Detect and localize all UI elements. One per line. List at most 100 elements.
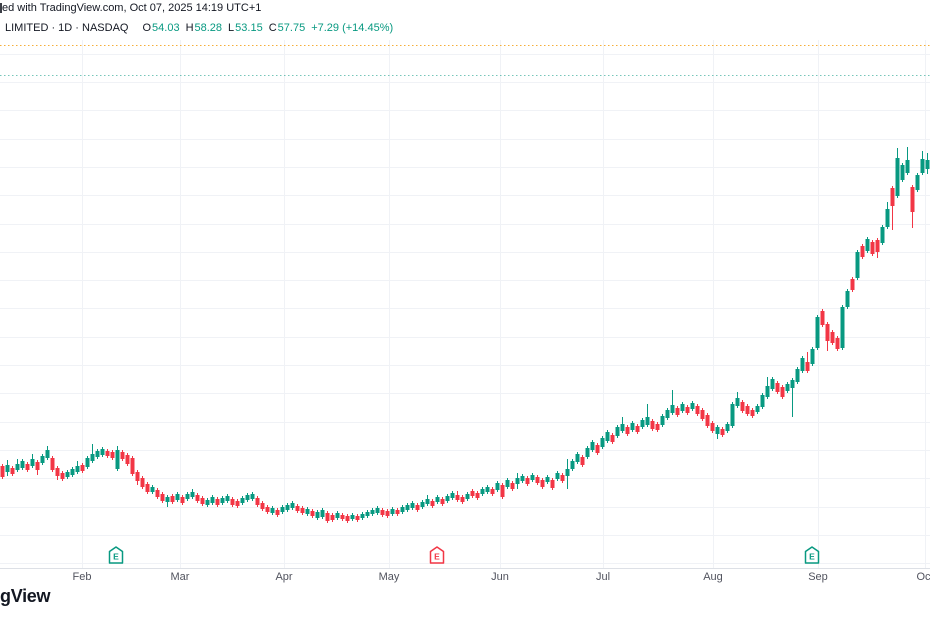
- candle: [710, 421, 715, 433]
- candle: [615, 425, 620, 438]
- candle: [325, 511, 330, 523]
- earnings-badge-letter: E: [434, 552, 440, 562]
- candle: [350, 513, 355, 521]
- candle: [780, 385, 785, 399]
- candle: [695, 404, 700, 416]
- candle: [125, 453, 130, 466]
- candle: [190, 489, 195, 499]
- open-label: O: [142, 22, 152, 34]
- candle: [835, 336, 840, 351]
- month-label: Jul: [596, 571, 610, 583]
- candle: [405, 503, 410, 512]
- candle: [720, 427, 725, 437]
- candle: [400, 505, 405, 514]
- candle: [845, 289, 850, 309]
- candle: [5, 460, 10, 476]
- candle: [515, 473, 520, 489]
- candle: [435, 495, 440, 504]
- candle: [450, 491, 455, 500]
- low-label: L: [228, 22, 235, 34]
- earnings-badge[interactable]: E: [429, 546, 445, 564]
- close-label: C: [268, 22, 277, 34]
- candle: [100, 447, 105, 457]
- candle: [240, 496, 245, 505]
- candle: [500, 483, 505, 499]
- candle: [795, 367, 800, 384]
- candle: [580, 455, 585, 467]
- candle: [180, 495, 185, 505]
- candle: [420, 500, 425, 509]
- candle: [260, 501, 265, 511]
- candle: [625, 425, 630, 436]
- candle: [140, 476, 145, 489]
- candle: [655, 422, 660, 432]
- candle: [660, 414, 665, 427]
- candle: [170, 494, 175, 504]
- candle: [115, 446, 120, 471]
- candles-layer: [0, 147, 930, 523]
- candle: [480, 487, 485, 496]
- high-label: H: [185, 22, 194, 34]
- candle: [585, 446, 590, 459]
- candle: [565, 459, 570, 489]
- candle: [215, 497, 220, 507]
- candle: [485, 485, 490, 494]
- candle: [490, 487, 495, 496]
- candle: [15, 459, 20, 472]
- candle: [220, 496, 225, 505]
- candle: [690, 401, 695, 411]
- candle: [285, 503, 290, 512]
- candle: [205, 498, 210, 507]
- candle: [130, 456, 135, 476]
- earnings-badge[interactable]: E: [804, 546, 820, 564]
- candle: [55, 466, 60, 480]
- cut-letter-artifact: [0, 3, 2, 13]
- candle: [160, 492, 165, 503]
- candle: [630, 421, 635, 432]
- candle: [105, 449, 110, 458]
- earnings-badge[interactable]: E: [108, 546, 124, 564]
- price-lines-layer: [0, 45, 930, 76]
- candle: [230, 497, 235, 507]
- candle: [30, 454, 35, 468]
- month-label: Feb: [73, 571, 92, 583]
- close-value: 57.75: [277, 22, 306, 34]
- candle: [860, 244, 865, 259]
- candle: [770, 377, 775, 391]
- candle: [610, 433, 615, 444]
- candle: [645, 404, 650, 427]
- candle: [545, 475, 550, 484]
- candle: [765, 377, 770, 399]
- candle: [570, 459, 575, 471]
- candle: [320, 508, 325, 519]
- candle: [195, 493, 200, 503]
- candle: [730, 402, 735, 428]
- candle: [605, 430, 610, 443]
- candle: [315, 510, 320, 520]
- candle: [445, 494, 450, 503]
- candle: [175, 492, 180, 502]
- candle: [895, 148, 900, 198]
- candle: [280, 505, 285, 514]
- candle: [145, 482, 150, 494]
- candle: [920, 151, 925, 175]
- candle: [755, 404, 760, 414]
- month-label: Oct: [916, 571, 930, 583]
- month-label: Jun: [491, 571, 509, 583]
- candle: [620, 417, 625, 433]
- candle: [775, 381, 780, 394]
- candle: [810, 347, 815, 366]
- candle: [200, 496, 205, 506]
- grid-layer: [0, 40, 930, 569]
- candle: [505, 478, 510, 489]
- candle: [640, 418, 645, 429]
- earnings-badge-letter: E: [809, 552, 815, 562]
- tradingview-logo[interactable]: gView: [0, 586, 51, 606]
- candle: [820, 309, 825, 327]
- candle: [790, 378, 795, 417]
- candle: [165, 495, 170, 507]
- candle: [685, 405, 690, 415]
- candle: [210, 495, 215, 505]
- candle: [440, 497, 445, 506]
